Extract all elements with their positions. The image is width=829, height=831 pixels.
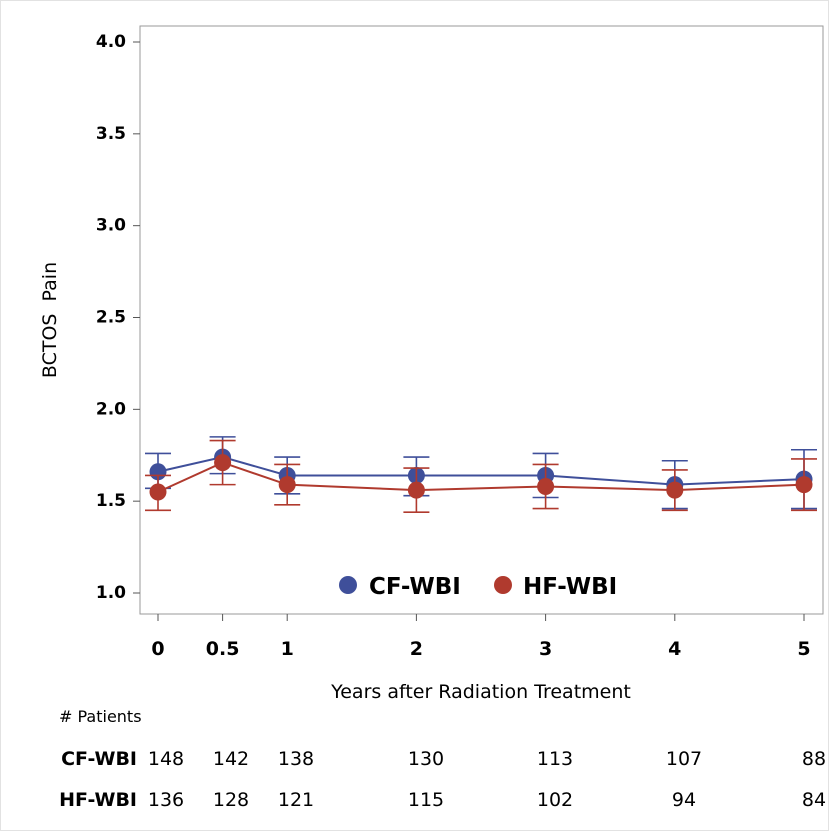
y-tick-label: 2.0 — [96, 399, 126, 419]
series-layer — [145, 436, 817, 513]
y-tick-label: 4.0 — [96, 32, 126, 52]
risk-count: 121 — [278, 789, 314, 811]
data-point — [278, 476, 296, 494]
risk-count: 128 — [213, 789, 249, 811]
x-tick-label: 5 — [797, 638, 810, 660]
risk-count: 148 — [148, 748, 184, 770]
risk-count: 142 — [213, 748, 249, 770]
risk-count: 136 — [148, 789, 184, 811]
y-tick-label: 3.0 — [96, 216, 126, 236]
y-axis: 1.0 1.5 2.0 2.5 3.0 3.5 4.0 — [96, 32, 140, 603]
risk-count: 138 — [278, 748, 314, 770]
risk-count: 94 — [672, 789, 696, 811]
risk-count: 115 — [408, 789, 444, 811]
risk-row-name-cf-wbi: CF-WBI — [61, 748, 137, 770]
risk-count: 84 — [802, 789, 826, 811]
y-tick-label: 1.5 — [96, 491, 126, 511]
risk-count: 107 — [666, 748, 702, 770]
y-tick-label: 1.0 — [96, 583, 126, 603]
data-point — [149, 483, 167, 501]
legend-marker-hf-wbi — [494, 576, 512, 594]
x-axis: 0 0.5 1 2 3 4 5 — [151, 614, 811, 660]
x-tick-label: 1 — [281, 638, 294, 660]
x-axis-label: Years after Radiation Treatment — [330, 681, 631, 703]
y-tick-label: 2.5 — [96, 308, 126, 328]
x-tick-label: 4 — [668, 638, 681, 660]
data-point — [537, 477, 555, 495]
data-point — [666, 481, 684, 499]
legend-marker-cf-wbi — [339, 576, 357, 594]
series-hf-wbi — [145, 439, 817, 513]
data-point — [407, 481, 425, 499]
legend: CF-WBI HF-WBI — [339, 574, 617, 600]
risk-count: 88 — [802, 748, 826, 770]
risk-count: 130 — [408, 748, 444, 770]
risk-table: # Patients CF-WBI HF-WBI 148 142 138 130 113… — [59, 707, 826, 811]
x-tick-label: 0 — [151, 638, 164, 660]
risk-count: 102 — [537, 789, 573, 811]
series-cf-wbi — [145, 436, 817, 510]
x-tick-label: 3 — [539, 638, 552, 660]
x-tick-label: 2 — [410, 638, 423, 660]
data-point — [214, 454, 232, 472]
plot-area — [139, 25, 824, 615]
y-axis-label: BCTOS Pain — [39, 262, 61, 378]
x-tick-label: 0.5 — [206, 638, 240, 660]
y-tick-label: 3.5 — [96, 124, 126, 144]
risk-values: 148 142 138 130 113 107 88 136 128 121 115 102 94 84 — [148, 748, 826, 811]
risk-table-title: # Patients — [59, 707, 142, 726]
data-point — [795, 476, 813, 494]
risk-count: 113 — [537, 748, 573, 770]
legend-label-hf-wbi: HF-WBI — [523, 574, 617, 600]
legend-label-cf-wbi: CF-WBI — [369, 574, 461, 600]
risk-row-name-hf-wbi: HF-WBI — [59, 789, 137, 811]
series-line — [157, 456, 805, 486]
